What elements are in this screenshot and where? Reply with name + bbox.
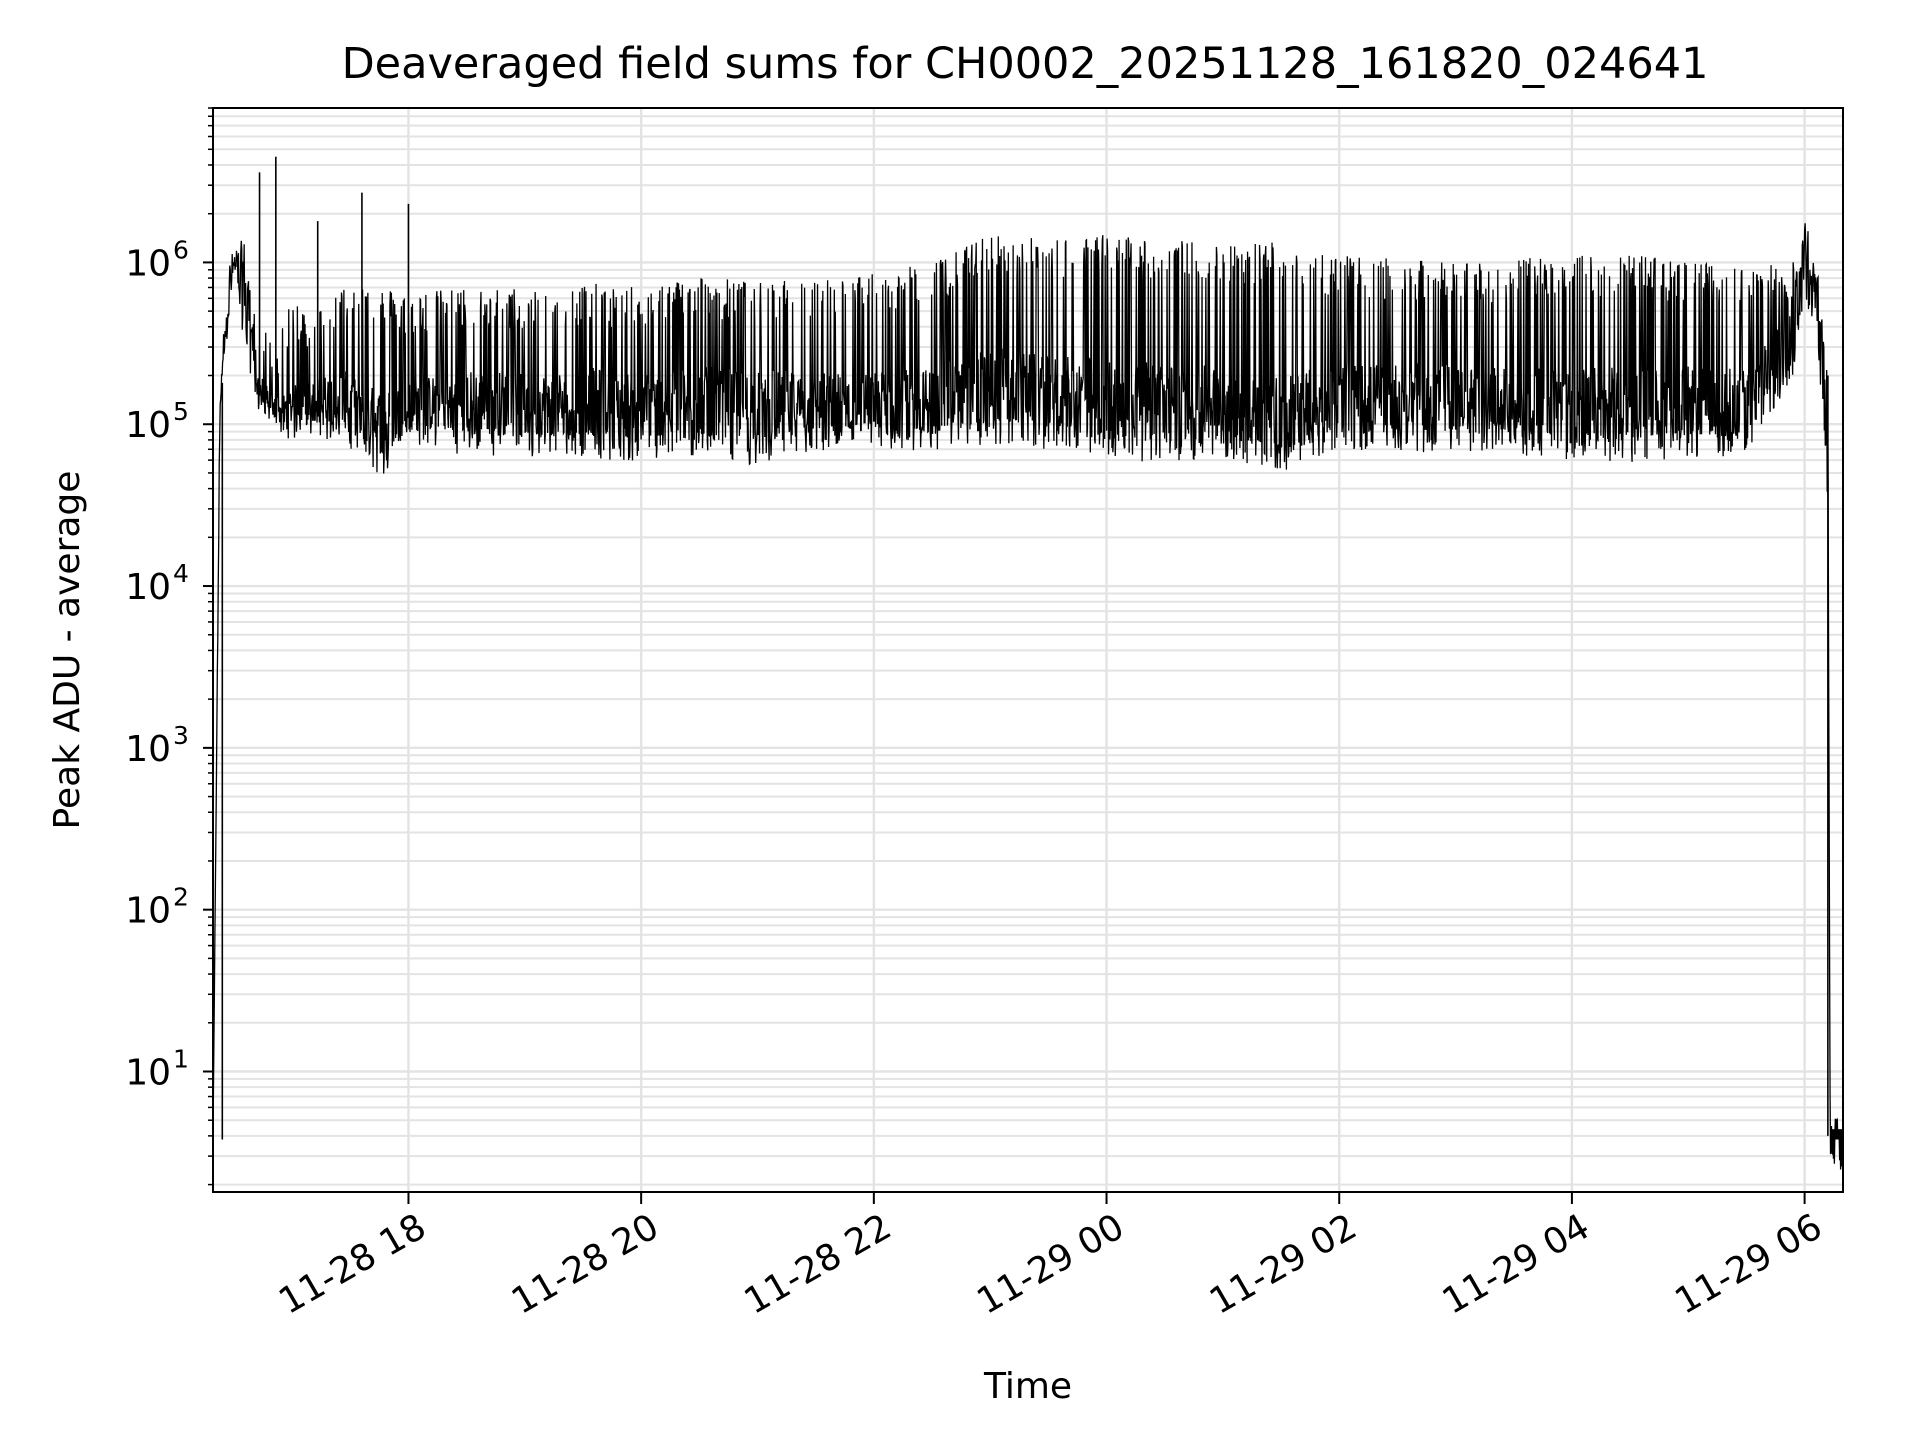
series-group — [212, 156, 1844, 1170]
y-tick-label-exponent: 2 — [173, 883, 189, 912]
y-tick-label: 10 — [125, 243, 171, 284]
y-tick-label: 10 — [125, 567, 171, 608]
y-tick-label-exponent: 4 — [173, 559, 189, 588]
y-tick-label-exponent: 1 — [173, 1044, 189, 1073]
grid — [213, 107, 1843, 1192]
series-line — [212, 223, 1844, 1170]
x-axis-label: Time — [983, 1366, 1072, 1407]
y-tick-label: 10 — [125, 1052, 171, 1093]
y-tick-label-exponent: 6 — [173, 235, 189, 264]
y-tick-label: 10 — [125, 729, 171, 770]
y-tick-label-exponent: 3 — [173, 721, 189, 750]
y-axis-label: Peak ADU - average — [47, 471, 88, 830]
chart-title: Deaveraged field sums for CH0002_2025112… — [342, 39, 1709, 89]
y-tick-label: 10 — [125, 891, 171, 932]
y-tick-label: 10 — [125, 405, 171, 446]
y-tick-label-exponent: 5 — [173, 397, 189, 426]
series-tail — [1830, 1129, 1843, 1140]
